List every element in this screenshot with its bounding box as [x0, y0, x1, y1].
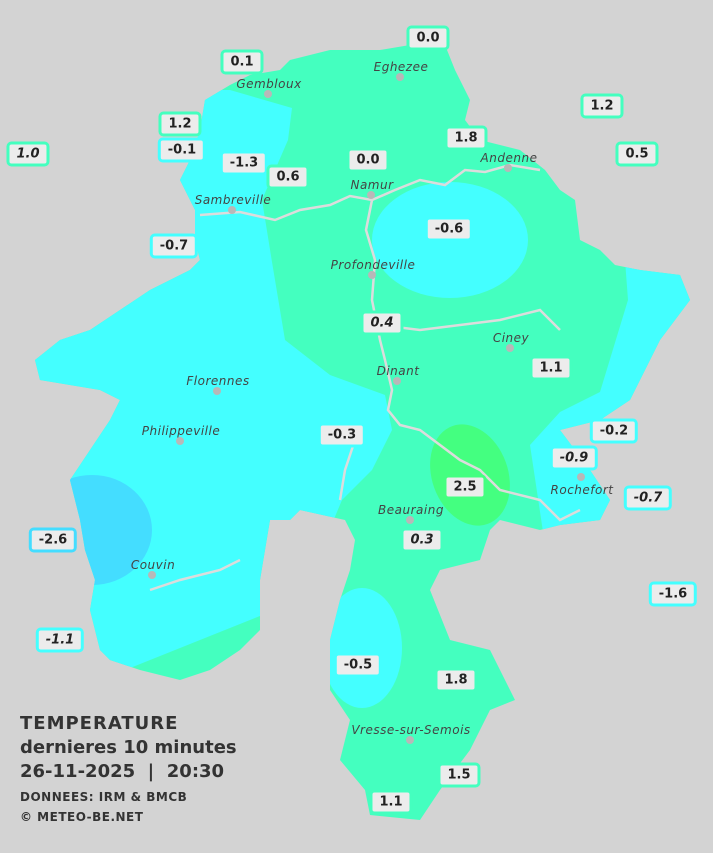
city-label: Florennes	[186, 374, 250, 388]
station-temperature-label[interactable]: -1.1	[35, 627, 85, 653]
station-temperature-label[interactable]: 0.1	[220, 49, 264, 75]
legend-subtitle: dernieres 10 minutes	[20, 737, 237, 758]
station-temperature-label[interactable]: 1.5	[437, 762, 481, 788]
station-temperature-label[interactable]: -0.2	[589, 418, 639, 444]
city-marker	[406, 736, 414, 744]
city-marker	[506, 344, 514, 352]
city-label: Sambreville	[194, 193, 272, 207]
city-label: Ciney	[492, 331, 530, 345]
city-label: Vresse-sur-Semois	[351, 723, 471, 737]
city-marker	[148, 571, 156, 579]
legend-copyright: © METEO-BE.NET	[20, 810, 144, 824]
station-temperature-label[interactable]: 2.5	[443, 474, 487, 500]
city-marker	[213, 387, 221, 395]
station-temperature-label[interactable]: -0.3	[317, 422, 367, 448]
station-temperature-label[interactable]: 1.0	[6, 141, 50, 167]
city-marker	[228, 206, 236, 214]
station-temperature-label[interactable]: -1.3	[219, 150, 269, 176]
city-label: Eghezee	[373, 60, 429, 74]
station-temperature-label[interactable]: -2.6	[28, 527, 78, 553]
city-label: Dinant	[376, 364, 420, 378]
city-marker	[577, 473, 585, 481]
rivers	[149, 163, 581, 592]
city-label: Beauraing	[378, 503, 444, 517]
city-label: Philippeville	[141, 424, 221, 438]
city-marker	[176, 437, 184, 445]
city-label: Gembloux	[236, 77, 302, 91]
legend-source: DONNEES: IRM & BMCB	[20, 790, 188, 804]
station-temperature-label[interactable]: 0.0	[346, 147, 390, 173]
station-temperature-label[interactable]: 1.2	[580, 93, 624, 119]
station-temperature-label[interactable]: -0.6	[424, 216, 474, 242]
station-temperature-label[interactable]: -0.7	[623, 485, 673, 511]
station-temperature-label[interactable]: 1.1	[529, 355, 573, 381]
city-marker	[396, 73, 404, 81]
city-label: Profondeville	[330, 258, 416, 272]
city-label: Rochefort	[550, 483, 614, 497]
station-temperature-label[interactable]: 0.4	[360, 310, 404, 336]
legend-title: TEMPERATURE	[20, 713, 179, 734]
station-temperature-label[interactable]: -0.5	[333, 652, 383, 678]
station-temperature-label[interactable]: 1.8	[434, 667, 478, 693]
city-label: Namur	[350, 178, 394, 192]
station-temperature-label[interactable]: -1.6	[648, 581, 698, 607]
city-label: Couvin	[130, 558, 176, 572]
city-marker	[504, 164, 512, 172]
city-marker	[367, 191, 375, 199]
station-temperature-label[interactable]: 1.2	[158, 111, 202, 137]
station-temperature-label[interactable]: 0.3	[400, 527, 444, 553]
station-temperature-label[interactable]: -0.9	[549, 445, 599, 471]
station-temperature-label[interactable]: -0.1	[157, 137, 207, 163]
legend-datetime: 26-11-2025 | 20:30	[20, 761, 225, 782]
city-marker	[406, 516, 414, 524]
station-temperature-label[interactable]: 0.6	[266, 164, 310, 190]
map-legend: TEMPERATURE dernieres 10 minutes 26-11-2…	[20, 712, 237, 827]
city-marker	[264, 90, 272, 98]
city-marker	[393, 377, 401, 385]
cold-zone-south	[322, 588, 402, 708]
city-label: Andenne	[480, 151, 538, 165]
station-temperature-label[interactable]: -0.7	[149, 233, 199, 259]
station-temperature-label[interactable]: 0.0	[406, 25, 450, 51]
station-temperature-label[interactable]: 1.1	[369, 789, 413, 815]
city-marker	[368, 271, 376, 279]
station-temperature-label[interactable]: 1.8	[444, 125, 488, 151]
station-temperature-label[interactable]: 0.5	[615, 141, 659, 167]
